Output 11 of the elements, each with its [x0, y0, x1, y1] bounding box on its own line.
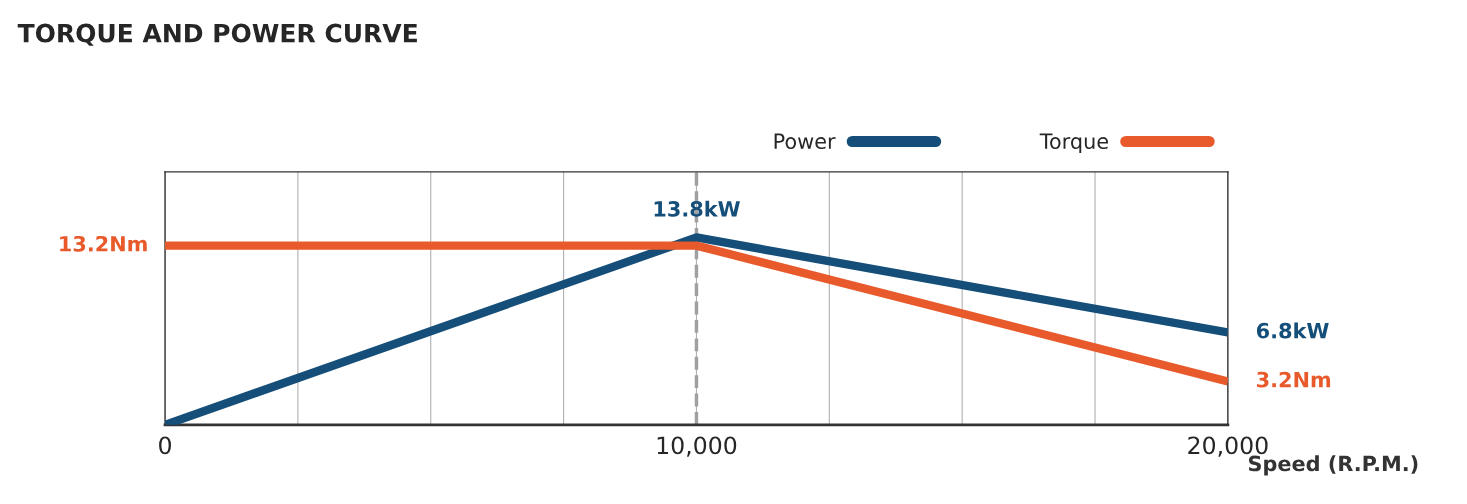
- data-label: 3.2Nm: [1257, 371, 1331, 388]
- data-label: 13.8kW: [654, 200, 740, 217]
- x-axis-title: Speed (R.P.M.): [1248, 455, 1418, 476]
- legend-label: Power: [774, 133, 836, 150]
- data-label: 6.8kW: [1256, 322, 1329, 339]
- x-tick-label: 20,000: [1188, 436, 1268, 457]
- x-tick-label: 10,000: [657, 436, 737, 457]
- data-label: 13.2Nm: [60, 235, 147, 252]
- legend-label: Torque: [1039, 133, 1109, 154]
- chart-title: TORQUE AND POWER CURVE: [17, 23, 417, 46]
- x-tick-label: 0: [159, 436, 171, 455]
